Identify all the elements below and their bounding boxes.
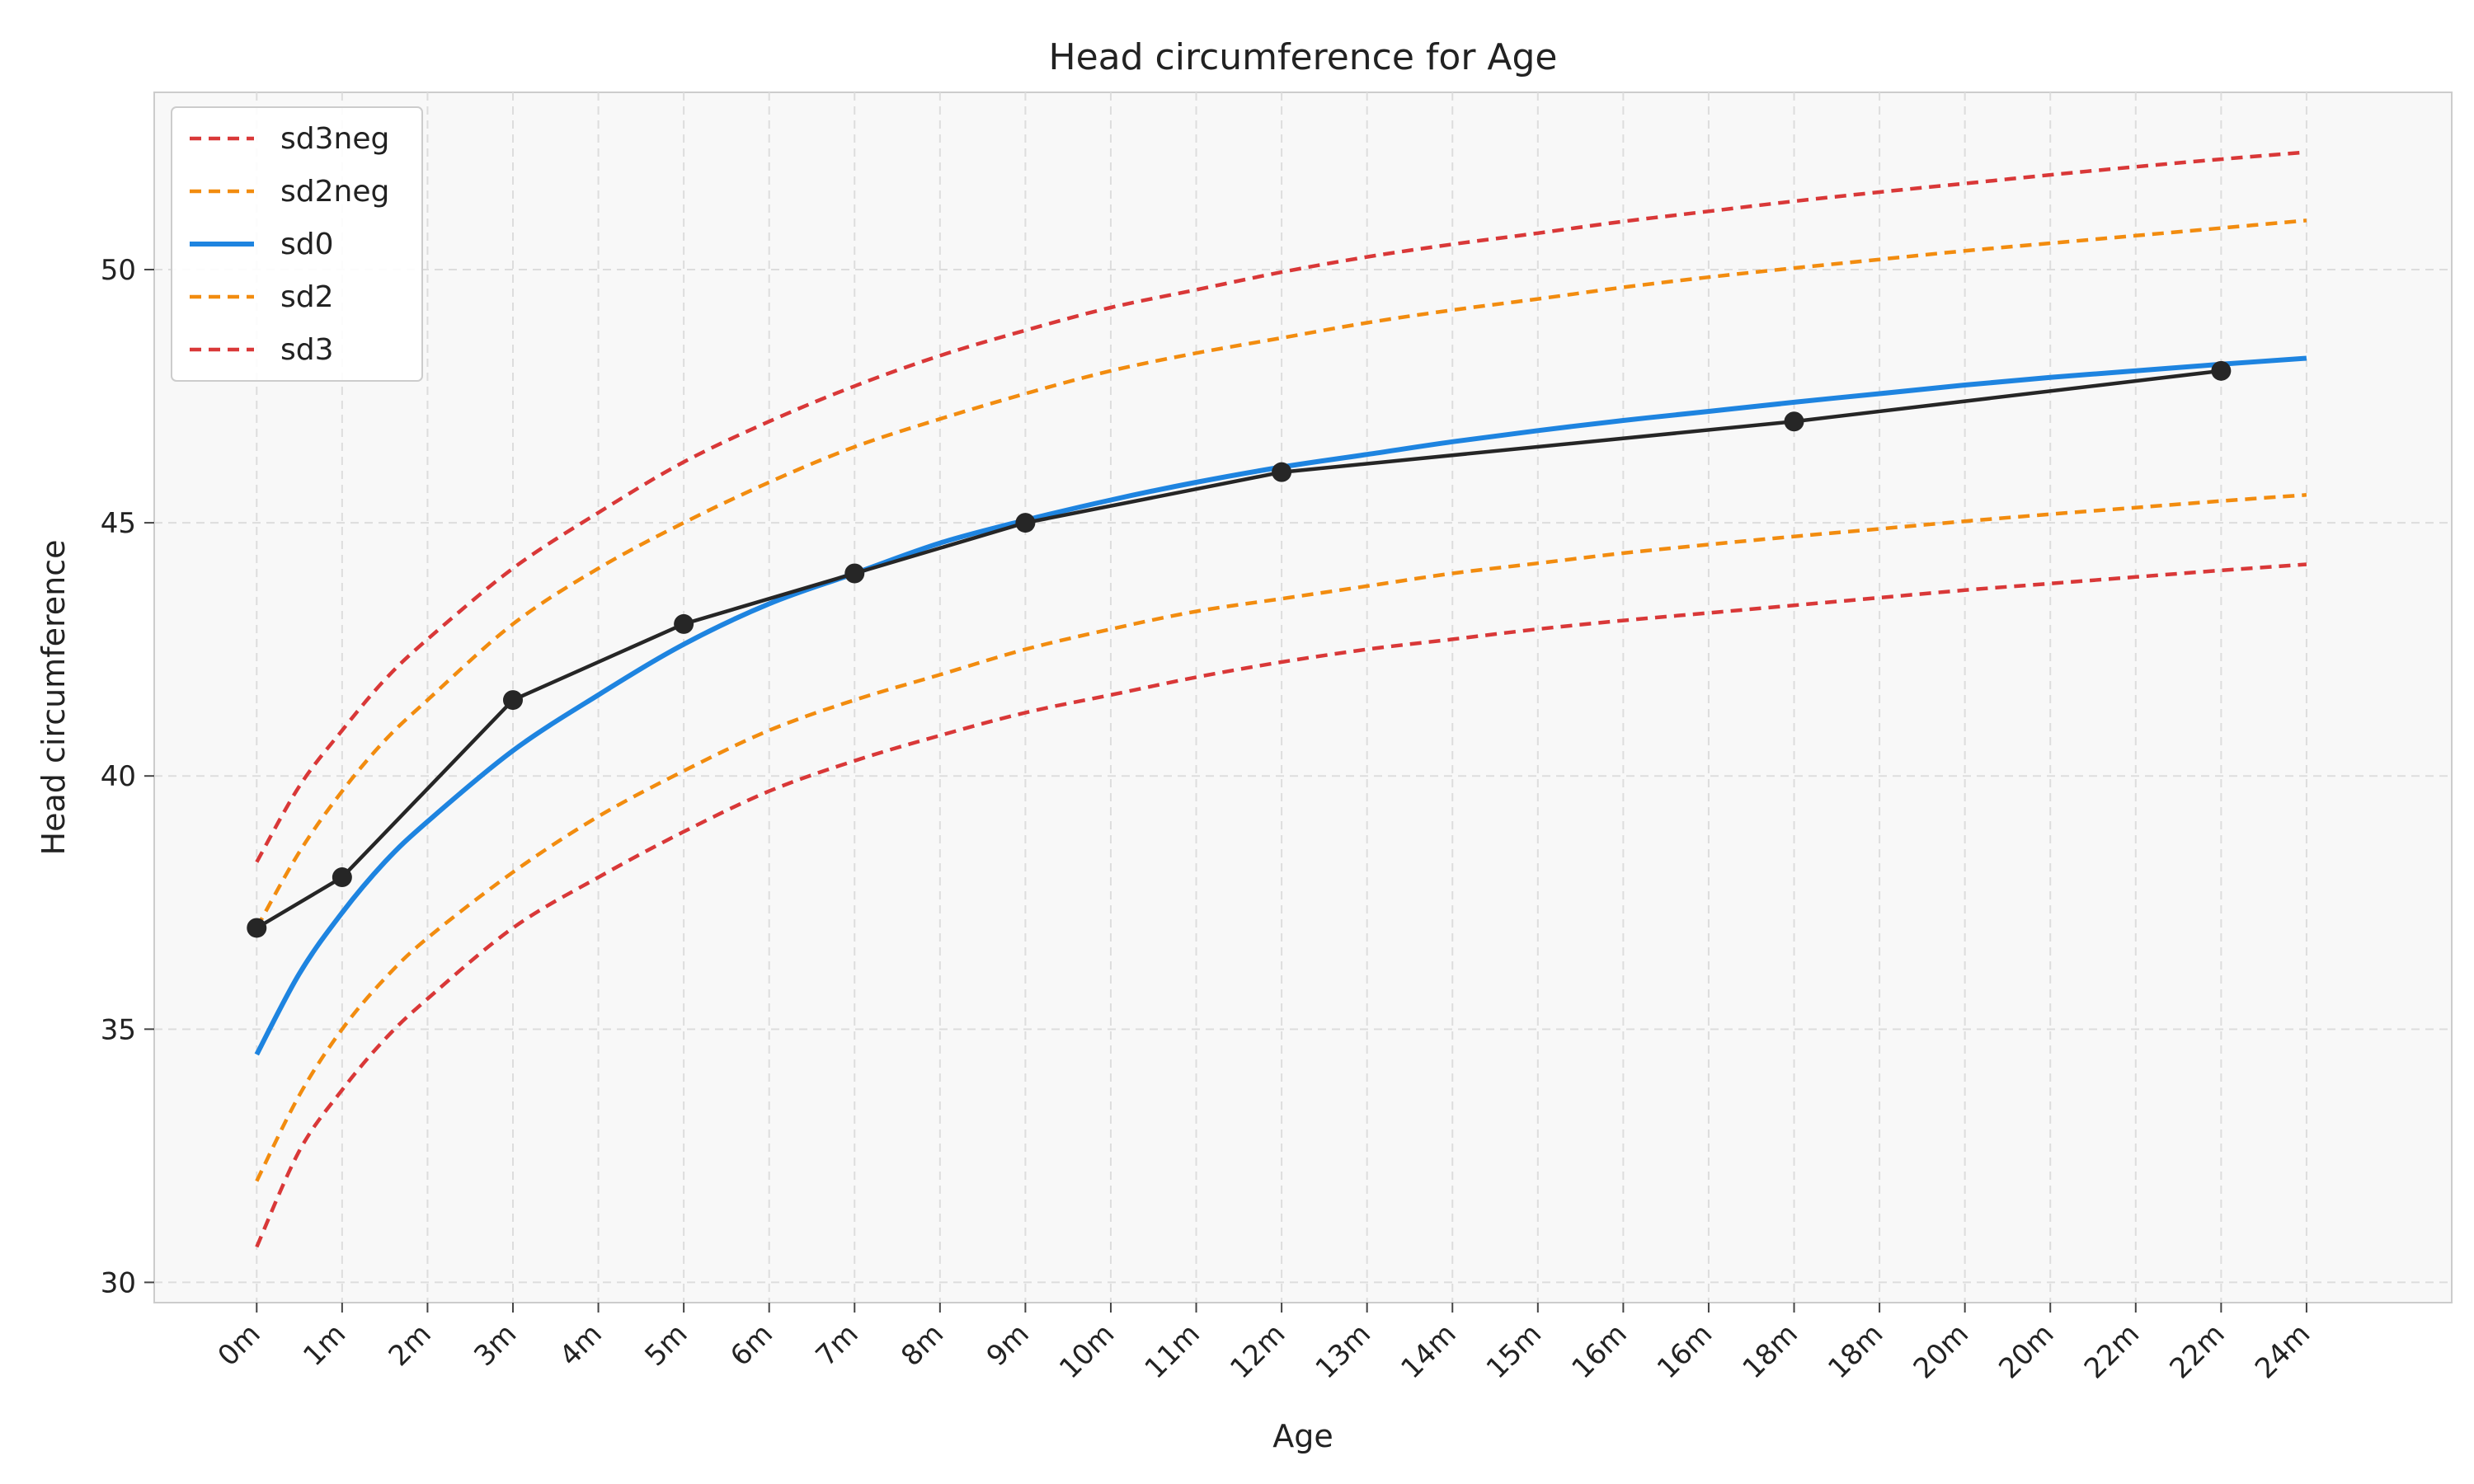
x-tick-label: 6m [724,1317,779,1373]
x-tick-label: 5m [638,1317,694,1373]
legend-label: sd3neg [280,122,389,156]
x-tick-label: 1m [297,1317,352,1373]
x-tick-label: 18m [1822,1317,1889,1385]
x-tick-label: 3m [468,1317,523,1373]
measurement-point [844,563,865,584]
x-tick-label: 16m [1565,1317,1633,1385]
series-line-sd0 [254,355,2307,1056]
series-line-sd3 [255,150,2307,863]
legend-label: sd0 [280,228,334,261]
x-tick-label: 8m [895,1317,950,1373]
x-tick-label: 7m [810,1317,865,1373]
x-tick-label: 13m [1310,1317,1377,1385]
x-tick-label: 22m [2163,1317,2231,1385]
y-tick-label: 45 [101,507,136,540]
plot-area [153,92,2453,1303]
x-tick-label: 0m [212,1317,267,1373]
x-tick-label: 20m [1907,1317,1975,1385]
series-line-sd3neg [255,562,2307,1248]
x-axis-label: Age [1272,1418,1333,1454]
x-axis-ticks: 0m 1m 2m 3m 4m 5m 6m 7m 8m 9m 10m 11m 12m 13m 14m 15m 16… [212,1303,2316,1385]
legend-label: sd2neg [280,175,389,209]
x-tick-label: 16m [1651,1317,1719,1385]
x-tick-label: 20m [1992,1317,2060,1385]
x-tick-label: 11m [1139,1317,1206,1385]
y-tick-label: 50 [101,254,136,287]
measurement-point [2211,360,2232,381]
measurement-point [1272,462,1292,482]
grid [154,92,2452,1303]
legend-label: sd3 [280,333,334,367]
x-tick-label: 4m [553,1317,609,1373]
x-tick-label: 24m [2249,1317,2316,1385]
measurement-point [502,690,523,711]
y-axis-label: Head circumference [35,540,72,856]
series-line-sd2neg [255,493,2307,1182]
y-tick-label: 40 [101,760,136,793]
x-tick-label: 10m [1053,1317,1121,1385]
legend-box [171,106,423,382]
y-axis-ticks: 30 35 40 45 50 [101,254,154,1299]
x-tick-label: 9m [981,1317,1036,1373]
measurement-point [1784,411,1804,432]
x-tick-label: 15m [1480,1317,1548,1385]
y-tick-label: 30 [101,1266,136,1299]
x-tick-label: 14m [1395,1317,1462,1385]
y-tick-label: 35 [101,1013,136,1046]
measurement-point [247,918,267,938]
x-tick-label: 2m [383,1317,438,1373]
measurement-markers [247,360,2232,938]
measurement-point [674,613,694,634]
x-tick-label: 12m [1224,1317,1291,1385]
measurement-point [1015,513,1036,533]
legend: sd3neg sd2neg sd0 sd2 sd3 [171,106,423,382]
x-tick-label: 18m [1737,1317,1804,1385]
series-line-sd2 [255,218,2307,929]
x-tick-label: 22m [2078,1317,2146,1385]
legend-label: sd2 [280,280,334,314]
series-lines [254,150,2307,1248]
legend-items: sd3neg sd2neg sd0 sd2 sd3 [190,122,389,367]
measurement-point [332,867,352,888]
chart-title: Head circumference for Age [1049,36,1558,78]
